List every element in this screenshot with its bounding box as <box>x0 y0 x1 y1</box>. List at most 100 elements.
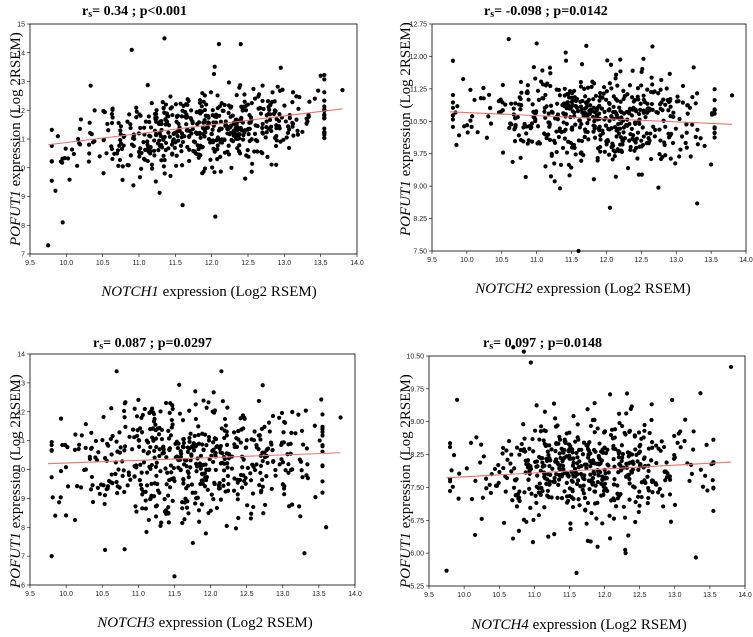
data-point <box>173 102 178 107</box>
data-point <box>571 142 577 148</box>
data-point <box>613 76 618 81</box>
data-point <box>544 458 550 464</box>
data-point <box>595 426 600 431</box>
data-point <box>632 433 637 438</box>
data-point <box>260 98 265 104</box>
data-point <box>576 497 581 502</box>
data-point <box>166 505 171 510</box>
data-point <box>619 458 624 464</box>
data-point <box>500 108 505 113</box>
x-tick-label: 12.5 <box>241 260 255 267</box>
data-point <box>63 513 69 518</box>
data-point <box>514 477 519 482</box>
data-point <box>629 126 634 132</box>
data-point <box>516 496 521 501</box>
data-point <box>150 166 155 171</box>
data-point <box>320 429 325 435</box>
data-point <box>617 450 622 455</box>
data-point <box>563 58 569 63</box>
data-point <box>522 490 527 495</box>
data-point <box>120 164 125 169</box>
data-point <box>473 478 478 483</box>
data-point <box>169 470 174 475</box>
data-point <box>260 121 265 127</box>
data-point <box>564 150 570 155</box>
data-point <box>235 480 240 485</box>
data-point <box>143 119 148 124</box>
data-point <box>479 516 484 521</box>
data-point <box>289 502 295 507</box>
data-point <box>226 110 231 116</box>
data-point <box>252 149 257 154</box>
data-point <box>484 486 489 491</box>
data-point <box>650 479 655 485</box>
data-point <box>186 98 191 104</box>
data-point <box>272 111 277 116</box>
data-point <box>243 108 249 113</box>
data-point <box>536 513 541 518</box>
data-point <box>461 76 466 82</box>
data-point <box>260 83 265 88</box>
data-point <box>158 469 163 474</box>
data-point <box>585 407 590 412</box>
data-point <box>86 142 92 147</box>
data-point <box>148 148 153 154</box>
data-point <box>447 479 453 484</box>
data-point <box>206 400 211 405</box>
data-point <box>151 438 156 443</box>
data-point <box>159 158 164 163</box>
data-point <box>238 42 243 47</box>
data-point <box>627 107 633 112</box>
data-point <box>223 423 228 428</box>
data-point <box>322 72 327 78</box>
data-point <box>649 75 654 80</box>
data-point <box>201 99 206 104</box>
data-point <box>527 486 532 491</box>
data-point <box>63 146 68 151</box>
data-point <box>649 101 655 107</box>
data-point <box>695 91 700 96</box>
data-point <box>641 456 647 462</box>
data-point <box>603 123 609 128</box>
data-point <box>560 472 565 477</box>
data-point <box>131 183 136 188</box>
data-point <box>131 143 136 149</box>
data-point <box>571 414 576 419</box>
data-point <box>212 436 217 441</box>
data-point <box>181 481 186 486</box>
data-point <box>269 162 274 167</box>
data-point <box>165 470 170 475</box>
y-tick-label: 8 <box>21 525 25 532</box>
data-point <box>570 450 575 455</box>
data-point <box>472 532 478 538</box>
data-point <box>477 460 483 465</box>
data-point <box>143 147 148 152</box>
data-point <box>639 138 644 143</box>
data-point <box>612 477 617 482</box>
data-point <box>523 458 528 463</box>
data-point <box>149 162 155 167</box>
data-point <box>199 109 205 114</box>
data-point <box>510 498 515 503</box>
data-point <box>274 138 279 143</box>
data-point <box>598 137 603 142</box>
data-point <box>150 410 156 415</box>
data-point <box>136 444 142 449</box>
data-point <box>483 476 489 481</box>
data-point <box>154 460 159 465</box>
data-point <box>117 450 123 455</box>
data-point <box>168 433 174 438</box>
data-point <box>120 473 125 478</box>
y-tick-label: 5.25 <box>410 584 424 591</box>
data-point <box>190 540 195 546</box>
x-tick-label: 9.5 <box>427 257 437 264</box>
data-point <box>509 469 514 474</box>
data-point <box>543 443 548 449</box>
data-point <box>236 437 241 442</box>
data-point <box>76 446 81 452</box>
data-point <box>585 442 591 447</box>
data-point <box>457 471 462 476</box>
x-tick-label: 14.0 <box>348 591 362 598</box>
data-point <box>566 162 572 167</box>
data-point <box>218 119 223 124</box>
